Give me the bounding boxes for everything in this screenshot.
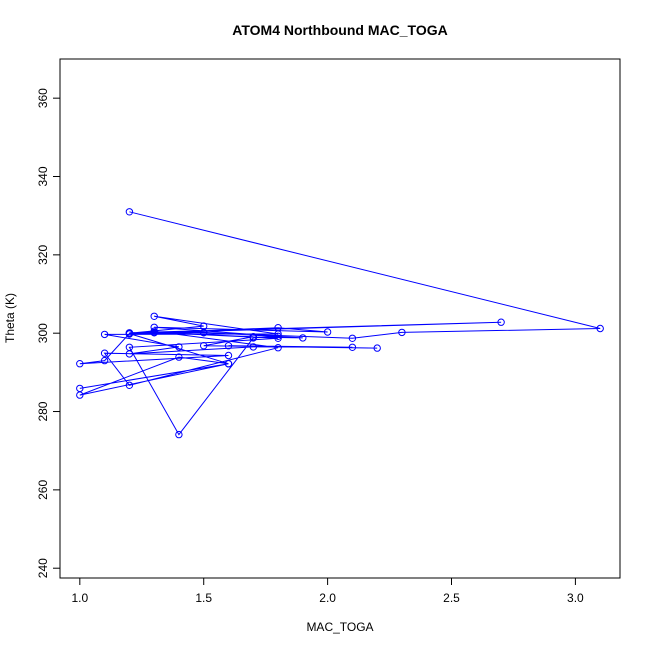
data-point <box>175 430 183 439</box>
data-point <box>200 322 208 330</box>
data-point <box>249 343 258 351</box>
y-tick-label: 320 <box>36 245 50 265</box>
y-tick-label: 280 <box>36 401 50 421</box>
data-point <box>100 330 109 339</box>
data-point <box>348 343 357 351</box>
data-point <box>224 351 233 360</box>
x-axis: 1.0 1.5 2.0 2.5 3.0 <box>71 578 584 605</box>
data-point <box>596 324 604 333</box>
y-tick-label: 240 <box>36 558 50 578</box>
data-point <box>274 332 282 340</box>
data-point <box>76 360 84 368</box>
data-point <box>100 349 109 357</box>
data-point <box>398 328 406 337</box>
data-point <box>200 342 208 350</box>
data-point <box>299 334 307 342</box>
data-point <box>125 208 134 216</box>
data-point <box>274 344 282 352</box>
data-point <box>175 343 183 351</box>
data-point <box>348 334 357 342</box>
series-line <box>79 211 601 436</box>
data-point <box>224 342 233 350</box>
y-tick-label: 300 <box>36 323 50 343</box>
data-point <box>175 353 183 361</box>
data-point <box>274 334 282 342</box>
data-point <box>224 360 233 368</box>
x-tick-label: 1.0 <box>71 591 88 605</box>
data-point <box>150 327 158 335</box>
y-tick-label: 360 <box>36 88 50 108</box>
y-tick-label: 340 <box>36 166 50 186</box>
data-point <box>125 329 134 338</box>
x-tick-label: 2.5 <box>443 591 460 605</box>
data-point <box>497 318 505 326</box>
x-tick-label: 1.5 <box>195 591 212 605</box>
y-axis: 240 260 280 300 320 340 360 <box>36 88 60 578</box>
x-axis-label: MAC_TOGA <box>306 620 373 634</box>
data-point <box>125 350 134 358</box>
data-point <box>150 312 158 320</box>
chart-title: ATOM4 Northbound MAC_TOGA <box>232 22 447 38</box>
data-point <box>150 323 158 331</box>
data-point <box>76 384 84 393</box>
plot-frame <box>59 58 621 579</box>
x-tick-label: 2.0 <box>319 591 336 605</box>
data-point <box>125 381 134 389</box>
data-point <box>249 333 258 341</box>
data-point <box>274 330 282 338</box>
x-tick-label: 3.0 <box>567 591 584 605</box>
data-point <box>373 344 381 352</box>
series-layer <box>76 208 604 439</box>
y-axis-label: Theta (K) <box>3 293 17 343</box>
y-tick-label: 260 <box>36 480 50 500</box>
data-point <box>100 356 109 365</box>
data-point <box>323 328 332 336</box>
